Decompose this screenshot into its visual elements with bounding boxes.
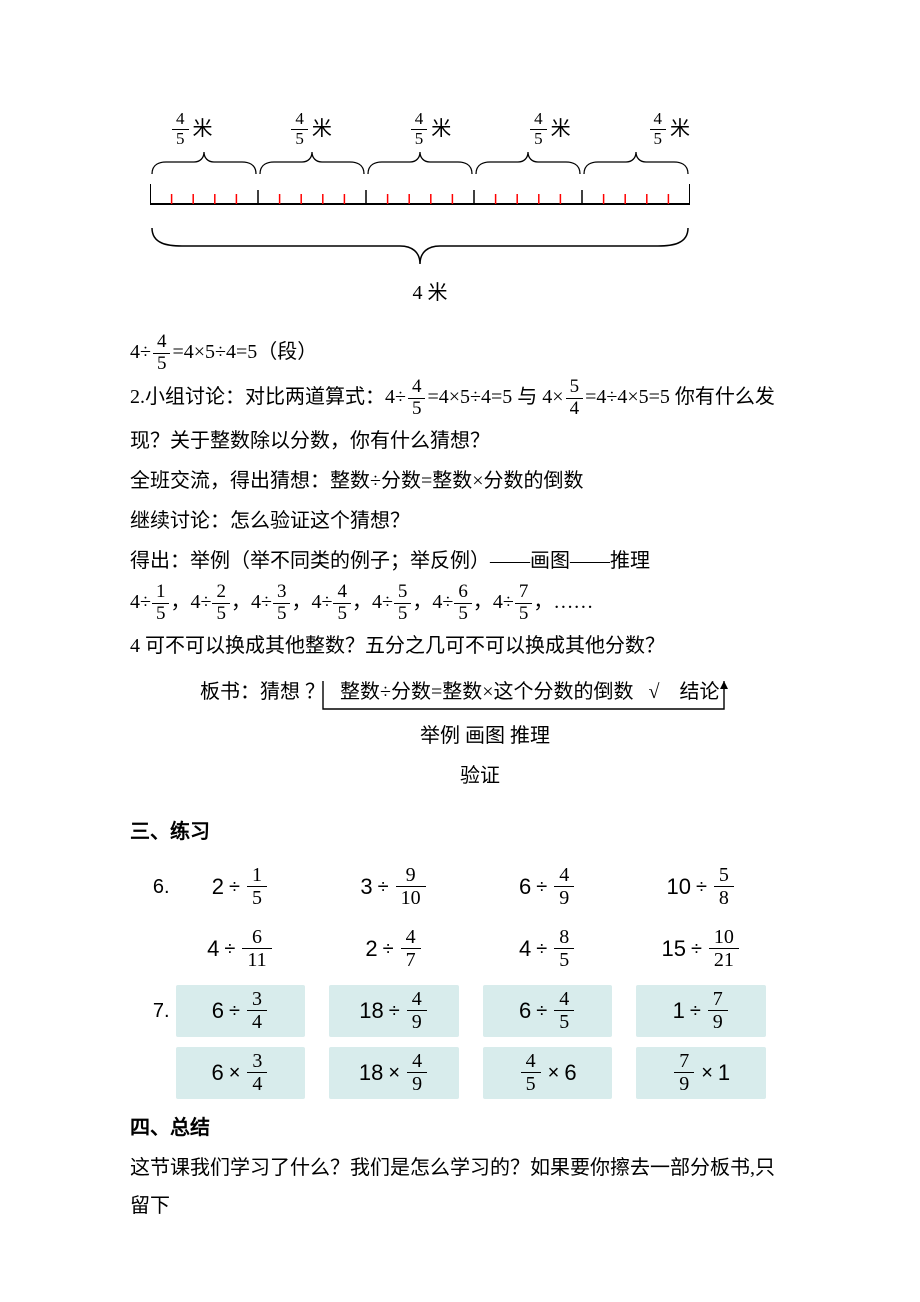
exercise-row: 7.6÷34 18÷49 6÷45 1÷79 <box>140 985 790 1037</box>
conjecture-line: 全班交流，得出猜想：整数÷分数=整数×分数的倒数 <box>130 462 790 500</box>
exercise-expression: 45×6 <box>483 1047 613 1099</box>
seg-label-4: 45米 <box>528 110 571 148</box>
exercise-expression: 2÷47 <box>329 923 459 975</box>
exercise-number: 7. <box>140 992 176 1030</box>
board-conjecture-label: 板书：猜想 ？ <box>200 681 325 703</box>
verify-label: 验证 <box>460 757 500 795</box>
exercise-expression: 6÷49 <box>483 861 613 913</box>
summary-text: 这节课我们学习了什么？我们是怎么学习的？如果要你擦去一部分板书,只留下 <box>130 1149 790 1225</box>
segment-diagram: 45米 45米 45米 45米 45米 4 米 <box>150 110 710 312</box>
exercise-expression: 6×34 <box>176 1047 306 1099</box>
document-page: 45米 45米 45米 45米 45米 4 米 4÷45=4×5÷4=5（段） … <box>0 0 920 1267</box>
methods-line: 得出：举例（举不同类的例子；举反例）——画图——推理 <box>130 542 790 580</box>
exercise-row: 6.2÷15 3÷910 6÷49 10÷58 <box>140 861 790 913</box>
ruler-line <box>150 180 690 220</box>
exercise-expression: 10÷58 <box>636 861 766 913</box>
examples-sequence: 4÷15，4÷25，4÷35，4÷45，4÷55，4÷65，4÷75，…… <box>130 582 790 625</box>
question-2-line2: 现？关于整数除以分数，你有什么猜想？ <box>130 422 790 460</box>
exercise-heading: 三、练习 <box>130 813 790 851</box>
exercise-expression: 6÷45 <box>483 985 613 1037</box>
equation-1: 4÷45=4×5÷4=5（段） <box>130 332 790 375</box>
exercise-number: 6. <box>140 868 176 906</box>
seg-label-3: 45米 <box>409 110 452 148</box>
verify-question: 继续讨论：怎么验证这个猜想？ <box>130 502 790 540</box>
seg-label-5: 45米 <box>648 110 691 148</box>
question-2-line1: 2.小组讨论：对比两道算式：4÷45=4×5÷4=5 与 4×54=4÷4×5=… <box>130 377 790 420</box>
exercise-expression: 18÷49 <box>329 985 459 1037</box>
exercise-grid: 6.2÷15 3÷910 6÷49 10÷58 4÷611 2÷47 4÷85 15÷1021… <box>140 861 790 1099</box>
verify-methods: 举例 画图 推理 <box>420 717 550 755</box>
top-braces <box>150 148 690 176</box>
exercise-expression: 2÷15 <box>176 861 306 913</box>
exercise-row: 6×34 18×49 45×6 79×1 <box>140 1047 790 1099</box>
exercise-row: 4÷611 2÷47 4÷85 15÷1021 <box>140 923 790 975</box>
exercise-expression: 15÷1021 <box>636 923 766 975</box>
exercise-expression: 6÷34 <box>176 985 306 1037</box>
exercise-expression: 3÷910 <box>329 861 459 913</box>
summary-heading: 四、总结 <box>130 1109 790 1147</box>
segment-labels-row: 45米 45米 45米 45米 45米 <box>170 110 690 148</box>
exercise-expression: 1÷79 <box>636 985 766 1037</box>
exercise-section: 三、练习 6.2÷15 3÷910 6÷49 10÷58 4÷611 2÷47 4÷85 15… <box>130 813 790 1099</box>
exercise-expression: 4÷85 <box>483 923 613 975</box>
seg-label-2: 45米 <box>289 110 332 148</box>
exercise-expression: 79×1 <box>636 1047 766 1099</box>
seg-label-1: 45米 <box>170 110 213 148</box>
board-writing-block: 板书：猜想 ？ 整数÷分数=整数×这个分数的倒数 √ 结论 举例 画图 推理 验… <box>200 673 780 783</box>
extend-question: 4 可不可以换成其他整数？五分之几可不可以换成其他分数？ <box>130 627 790 665</box>
total-length-label: 4 米 <box>150 268 710 312</box>
bottom-brace <box>150 224 690 268</box>
exercise-expression: 18×49 <box>329 1047 459 1099</box>
exercise-expression: 4÷611 <box>176 923 306 975</box>
